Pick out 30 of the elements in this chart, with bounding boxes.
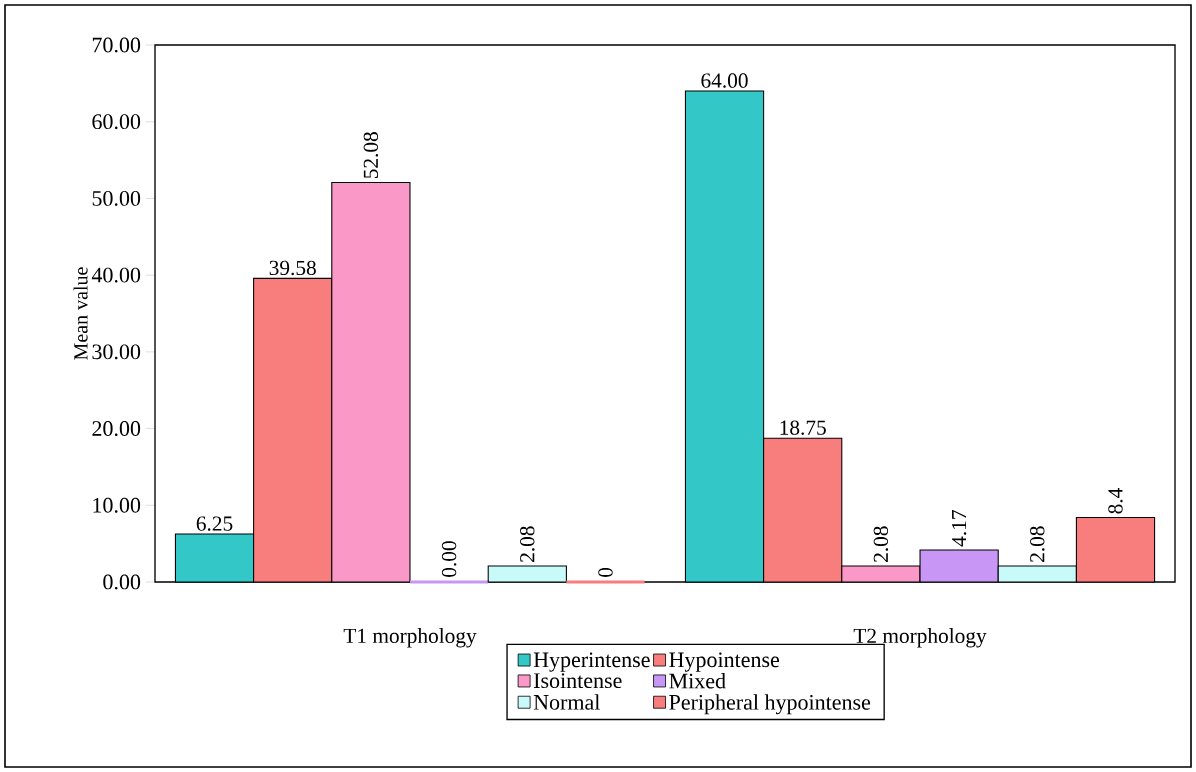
- y-tick-label: 10.00: [93, 497, 141, 513]
- data-label: 4.17: [951, 510, 967, 547]
- data-label: 2.08: [873, 526, 889, 562]
- legend-label: Normal: [533, 694, 600, 710]
- legend-label: Mixed: [669, 672, 726, 689]
- data-label: 2.08: [1030, 526, 1045, 562]
- legend-label: Peripheral hypointense: [669, 694, 871, 715]
- data-label: 64.00: [701, 73, 748, 88]
- data-label: 0.00: [441, 541, 457, 577]
- data-label: 52.08: [363, 132, 379, 179]
- y-tick-label: 0.00: [103, 574, 141, 590]
- data-label: 2.08: [520, 526, 535, 562]
- data-label: 0: [598, 567, 613, 577]
- x-tick-label: T1 morphology: [343, 628, 477, 648]
- bar: [487, 565, 567, 583]
- y-tick-label: 20.00: [92, 421, 141, 437]
- y-tick-label: 30.00: [92, 344, 141, 360]
- y-tick-label: 50.00: [92, 190, 141, 206]
- y-tick-label: 60.00: [92, 114, 141, 130]
- legend-label: Hyperintense: [533, 652, 650, 672]
- data-label: 6.25: [196, 516, 233, 531]
- data-label: 39.58: [269, 260, 316, 276]
- y-tick-label: 40.00: [91, 267, 141, 283]
- legend-label: Isointense: [533, 673, 622, 689]
- y-tick-label: 70.00: [92, 37, 141, 53]
- x-tick-label: T2 morphology: [853, 628, 987, 648]
- legend-label: Hypointense: [669, 652, 780, 672]
- y-axis-title: Mean value: [73, 267, 88, 360]
- data-label: 8.4: [1108, 488, 1123, 514]
- data-label: 18.75: [780, 420, 826, 435]
